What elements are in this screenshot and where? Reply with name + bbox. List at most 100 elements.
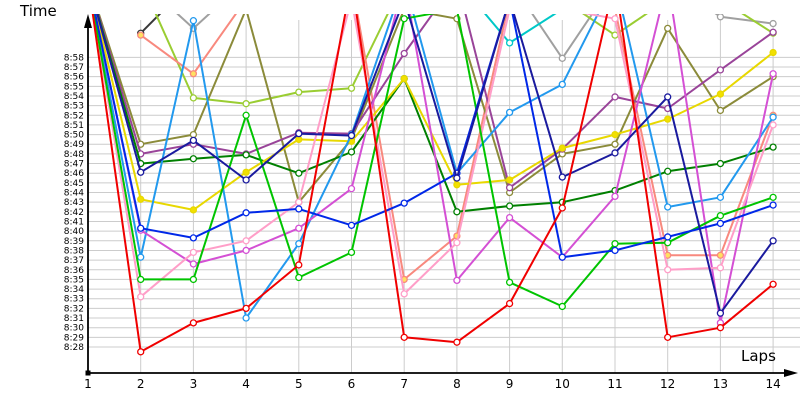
data-point-pink-lap9[interactable]	[507, 6, 513, 12]
data-point-green-lap10[interactable]	[558, 302, 566, 311]
data-point-pink-lap8[interactable]	[453, 239, 461, 247]
data-point-blue-lap14[interactable]	[769, 201, 777, 209]
data-point-navy-lap3[interactable]	[189, 136, 198, 145]
data-point-blue-lap10[interactable]	[558, 253, 566, 261]
data-point-red-lap3[interactable]	[189, 319, 198, 327]
data-point-sky-blue-lap14[interactable]	[769, 113, 777, 121]
data-point-dark-green-lap5[interactable]	[295, 169, 303, 177]
data-point-dark-green-lap6[interactable]	[347, 148, 356, 156]
data-point-sky-blue-lap12[interactable]	[664, 203, 672, 211]
data-point-red-lap5[interactable]	[295, 261, 303, 269]
data-point-magenta-lap9[interactable]	[505, 213, 514, 222]
data-point-sky-blue-lap3[interactable]	[189, 17, 198, 25]
data-point-blue-lap9[interactable]	[507, 0, 513, 2]
data-point-green-lap14[interactable]	[769, 193, 777, 201]
data-point-sky-blue-lap4[interactable]	[242, 314, 250, 322]
data-point-red-lap10[interactable]	[558, 204, 566, 212]
data-point-navy-lap7[interactable]	[401, 0, 407, 2]
data-point-red-lap2[interactable]	[137, 348, 145, 356]
data-point-magenta-lap8[interactable]	[453, 276, 461, 285]
data-point-salmon-lap2[interactable]	[137, 31, 145, 39]
data-point-blue-lap13[interactable]	[716, 219, 725, 228]
data-point-green-lap3[interactable]	[189, 275, 198, 284]
data-point-salmon-lap11[interactable]	[612, 6, 618, 12]
data-point-red-lap13[interactable]	[716, 324, 725, 332]
data-point-navy-lap6[interactable]	[347, 131, 356, 140]
data-point-salmon-lap10[interactable]	[559, 0, 565, 2]
data-point-magenta-lap5[interactable]	[295, 224, 303, 232]
data-point-navy-lap10[interactable]	[558, 173, 566, 181]
data-point-salmon-lap13[interactable]	[716, 251, 725, 259]
data-point-green-lap6[interactable]	[347, 248, 356, 257]
data-point-blue-lap7[interactable]	[400, 199, 408, 207]
data-point-green-lap5[interactable]	[295, 273, 303, 282]
data-point-green-lap8[interactable]	[454, 6, 460, 12]
data-point-magenta-lap6[interactable]	[347, 185, 356, 193]
data-point-navy-lap11[interactable]	[611, 149, 619, 157]
data-point-red-lap14[interactable]	[769, 280, 777, 288]
data-point-blue-lap5[interactable]	[295, 205, 303, 213]
data-point-dark-green-lap3[interactable]	[189, 155, 198, 163]
data-point-green-lap12[interactable]	[664, 239, 672, 247]
data-point-green-lap4[interactable]	[242, 111, 250, 119]
data-point-yellow-green-lap9[interactable]	[507, 0, 513, 2]
data-point-yellow-green-lap4[interactable]	[242, 100, 250, 108]
data-point-yellow-green-lap13[interactable]	[717, 0, 723, 2]
data-point-sky-blue-lap2[interactable]	[137, 253, 145, 261]
data-point-purple-lap14[interactable]	[769, 28, 777, 36]
data-point-yellow-lap7[interactable]	[400, 74, 408, 83]
data-point-navy-lap8[interactable]	[453, 174, 461, 182]
data-point-salmon-lap9[interactable]	[507, 0, 513, 2]
data-point-olive-lap7[interactable]	[401, 6, 407, 12]
data-point-magenta-lap4[interactable]	[242, 246, 250, 255]
data-point-navy-lap13[interactable]	[716, 309, 725, 317]
data-point-yellow-lap11[interactable]	[611, 130, 619, 139]
data-point-purple-lap11[interactable]	[611, 93, 619, 101]
data-point-navy-lap4[interactable]	[242, 176, 250, 184]
data-point-blue-lap2[interactable]	[137, 224, 145, 232]
data-point-purple-lap13[interactable]	[716, 66, 725, 74]
data-point-blue-lap6[interactable]	[347, 221, 356, 229]
data-point-dark-green-lap12[interactable]	[664, 167, 672, 175]
data-point-yellow-green-lap10[interactable]	[559, 0, 565, 2]
data-point-yellow-lap13[interactable]	[716, 90, 725, 98]
data-point-yellow-lap10[interactable]	[558, 144, 566, 152]
data-point-pink-lap5[interactable]	[295, 198, 303, 206]
data-point-pink-lap4[interactable]	[242, 237, 250, 245]
data-point-pink-lap10[interactable]	[559, 6, 565, 12]
data-point-yellow-lap4[interactable]	[242, 168, 250, 176]
data-point-yellow-lap9[interactable]	[505, 176, 514, 184]
data-point-pink-lap11[interactable]	[611, 15, 619, 23]
data-point-cyan-lap9[interactable]	[505, 39, 514, 47]
data-point-olive-lap13[interactable]	[716, 106, 725, 115]
data-point-sky-blue-lap9[interactable]	[505, 108, 514, 117]
data-point-magenta-lap14[interactable]	[769, 70, 777, 78]
data-point-salmon-lap4[interactable]	[243, 0, 249, 2]
data-point-blue-lap4[interactable]	[242, 209, 250, 217]
data-point-magenta-lap3[interactable]	[189, 260, 198, 268]
data-point-green-lap13[interactable]	[716, 212, 725, 220]
data-point-pink-lap12[interactable]	[664, 266, 672, 274]
data-point-yellow-lap14[interactable]	[769, 48, 777, 57]
data-point-red-lap12[interactable]	[664, 333, 672, 341]
data-point-dark-green-lap9[interactable]	[505, 202, 514, 210]
data-point-salmon-lap3[interactable]	[189, 70, 198, 78]
data-point-pink-lap7[interactable]	[400, 290, 408, 298]
data-point-olive-lap11[interactable]	[611, 140, 619, 148]
data-point-blue-lap11[interactable]	[611, 246, 619, 255]
data-point-dark-green-lap14[interactable]	[769, 143, 777, 151]
data-point-green-lap9[interactable]	[505, 278, 514, 286]
data-point-purple-lap7[interactable]	[400, 49, 408, 58]
data-point-navy-lap2[interactable]	[137, 168, 145, 176]
data-point-olive-lap12[interactable]	[664, 24, 672, 33]
data-point-navy-lap14[interactable]	[769, 237, 777, 245]
data-point-pink-lap14[interactable]	[769, 121, 777, 129]
data-point-navy-lap5[interactable]	[295, 129, 303, 138]
data-point-pink-lap2[interactable]	[137, 293, 145, 301]
data-point-sky-blue-lap5[interactable]	[295, 240, 303, 248]
data-point-pink-lap13[interactable]	[716, 264, 725, 272]
data-point-olive-lap3[interactable]	[189, 130, 198, 139]
data-point-blue-lap12[interactable]	[664, 233, 672, 241]
data-point-gray-lap10[interactable]	[558, 54, 566, 62]
data-point-yellow-green-lap3[interactable]	[189, 94, 198, 102]
